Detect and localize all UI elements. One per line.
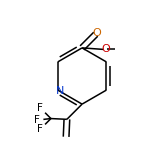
Text: F: F xyxy=(34,115,40,125)
Text: N: N xyxy=(56,86,65,96)
Text: F: F xyxy=(37,103,43,113)
Text: F: F xyxy=(37,124,43,134)
Text: O: O xyxy=(101,44,110,54)
Text: O: O xyxy=(92,28,101,38)
